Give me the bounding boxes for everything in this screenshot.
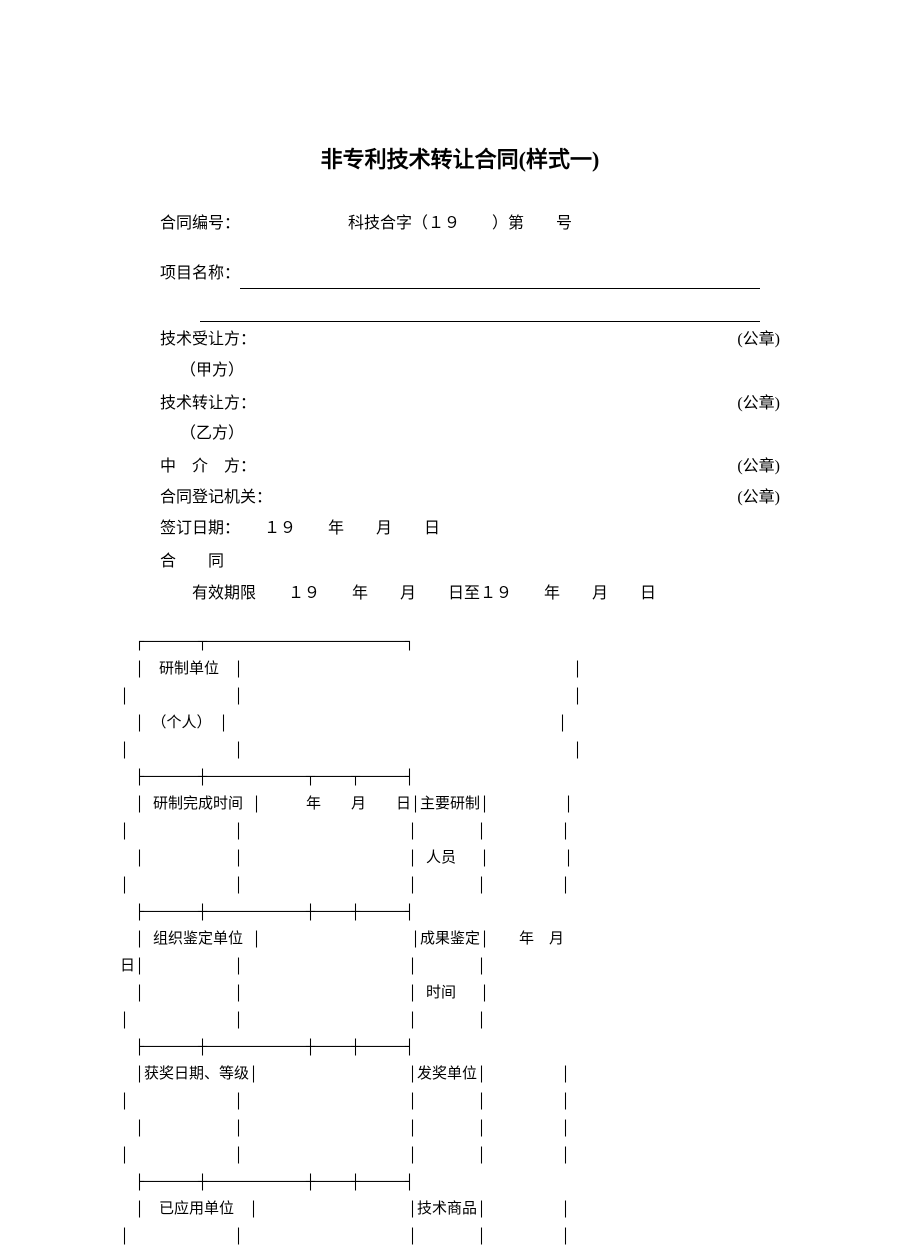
tl-11b: │ │ │ │ │ xyxy=(120,1088,800,1115)
contract-number-label: 合同编号： xyxy=(160,215,240,232)
intermediary-seal: (公章) xyxy=(737,453,800,482)
intermediary-label: 中 介 方： xyxy=(160,453,256,482)
tl-6b: │ │ │ │ │ xyxy=(120,872,800,899)
info-table: ┌──────┬──────────────────────┐ │ 研制单位 │… xyxy=(120,629,800,1250)
tl-5: │ 研制完成时间 │ 年 月 日│主要研制│ │ xyxy=(120,791,800,818)
tl-8: │ 组织鉴定单位 │ │成果鉴定│ 年 月 xyxy=(120,926,800,953)
tl-9b: │ │ │ │ xyxy=(120,1007,800,1034)
tl-4: ├──────┼───────────┬────┬─────┤ xyxy=(120,764,800,791)
tl-9: │ │ │ 时间 │ xyxy=(120,980,800,1007)
tl-12b: │ │ │ │ │ xyxy=(120,1142,800,1169)
contract-number-row: 合同编号： 科技合字（１９ ）第 号 xyxy=(120,210,800,239)
project-name-line2 xyxy=(200,304,760,322)
tl-10: ├──────┼───────────┼────┼─────┤ xyxy=(120,1034,800,1061)
tl-12: │ │ │ │ │ xyxy=(120,1115,800,1142)
transferor-seal: (公章) xyxy=(737,390,800,419)
receiver-seal: (公章) xyxy=(737,326,800,355)
tl-14: │ 已应用单位 │ │技术商品│ │ xyxy=(120,1196,800,1223)
project-name-row: 项目名称： xyxy=(120,260,800,289)
registry-label: 合同登记机关： xyxy=(160,484,272,513)
signing-date: 签订日期： １９ 年 月 日 xyxy=(120,515,800,544)
intermediary-row: 中 介 方： (公章) xyxy=(120,453,800,482)
tl-1: ┌──────┬──────────────────────┐ xyxy=(120,629,800,656)
registry-seal: (公章) xyxy=(737,484,800,513)
receiver-sub: （甲方） xyxy=(120,357,800,386)
registry-row: 合同登记机关： (公章) xyxy=(120,484,800,513)
tl-7: ├──────┼───────────┼────┼─────┤ xyxy=(120,899,800,926)
transferor-label: 技术转让方： xyxy=(160,390,256,419)
tl-2: │ 研制单位 │ │ xyxy=(120,656,800,683)
tl-5b: │ │ │ │ │ xyxy=(120,818,800,845)
validity: 有效期限 １９ 年 月 日至１９ 年 月 日 xyxy=(120,580,800,609)
tl-14b: │ │ │ │ │ xyxy=(120,1223,800,1250)
document-title: 非专利技术转让合同(样式一) xyxy=(120,140,800,180)
project-name-row2 xyxy=(120,293,800,322)
project-name-line1 xyxy=(240,271,760,289)
receiver-row: 技术受让方： (公章) xyxy=(120,326,800,355)
tl-2b: │ │ │ xyxy=(120,683,800,710)
tl-6: │ │ │ 人员 │ │ xyxy=(120,845,800,872)
tl-8e: 日│ │ │ │ xyxy=(120,953,800,980)
contract-word: 合 同 xyxy=(120,548,800,577)
receiver-label: 技术受让方： xyxy=(160,326,256,355)
tl-3b: │ │ │ xyxy=(120,737,800,764)
transferor-sub: （乙方） xyxy=(120,420,800,449)
transferor-row: 技术转让方： (公章) xyxy=(120,390,800,419)
tl-11: │获奖日期、等级│ │发奖单位│ │ xyxy=(120,1061,800,1088)
contract-number-value: 科技合字（１９ ）第 号 xyxy=(348,215,572,232)
tl-13: ├──────┼───────────┼────┼─────┤ xyxy=(120,1169,800,1196)
tl-3: │ （个人） │ │ xyxy=(120,710,800,737)
project-name-label: 项目名称： xyxy=(160,265,240,282)
